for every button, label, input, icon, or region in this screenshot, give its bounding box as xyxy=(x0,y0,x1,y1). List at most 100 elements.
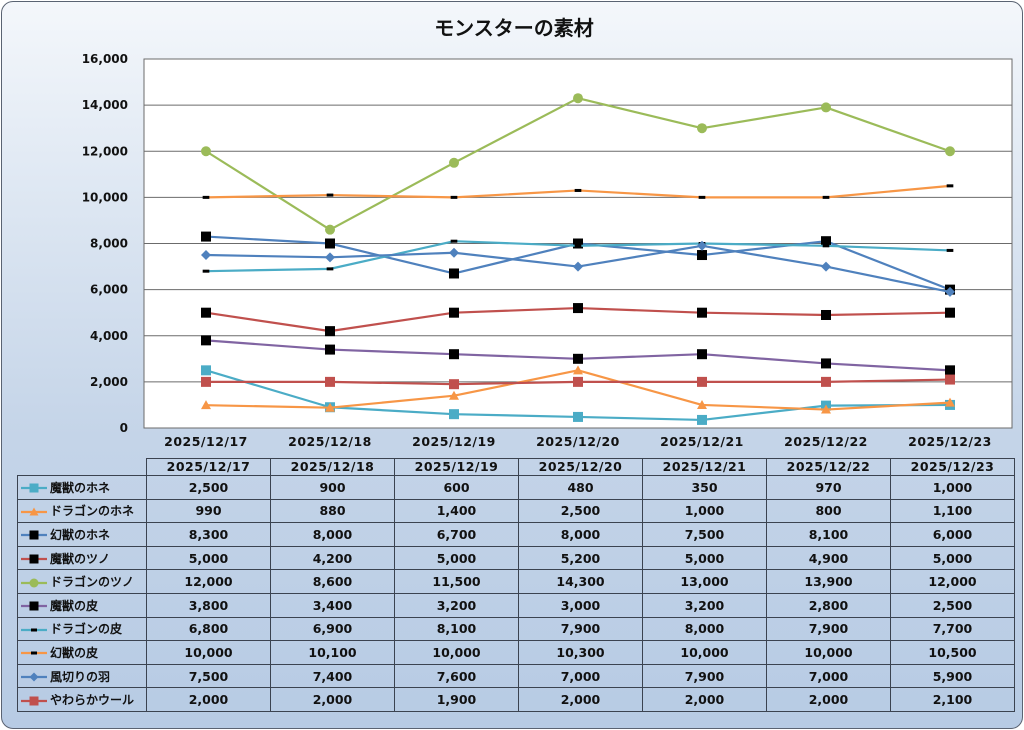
table-cell: 6,800 xyxy=(146,616,271,642)
marker-square xyxy=(573,238,583,249)
table-cell: 1,400 xyxy=(394,498,519,524)
table-row: 幻獣の皮 10,000 10,100 10,000 10,300 10,000 10,000… xyxy=(17,640,1015,665)
table-cell: 13,900 xyxy=(766,569,891,594)
marker-triangle xyxy=(945,397,955,407)
table-cell: 1,000 xyxy=(890,475,1015,500)
y-axis: 0 2,000 4,000 6,000 8,000 10,000 12,000 14,000 1… xyxy=(82,52,128,435)
marker-square xyxy=(449,379,459,390)
series-line xyxy=(202,184,954,199)
table-cell: 12,000 xyxy=(890,569,1015,594)
marker-dash xyxy=(698,195,706,199)
table-row: ドラゴンのホネ 990 880 1,400 2,500 1,000 800 1,100 xyxy=(17,498,1015,524)
table-cell: 7,900 xyxy=(642,663,767,689)
marker-dash xyxy=(326,193,334,197)
table-cell: 1,100 xyxy=(890,498,1015,524)
series-name: ドラゴンのツノ xyxy=(50,575,135,590)
marker-dash xyxy=(31,628,37,632)
table-cell: 8,000 xyxy=(642,616,767,642)
table-cell: 7,500 xyxy=(146,663,271,689)
marker-square xyxy=(945,307,955,318)
legend-key-icon xyxy=(21,530,47,540)
table-column-header: 2025/12/19 xyxy=(394,458,519,476)
marker-dash xyxy=(822,195,830,199)
marker-triangle xyxy=(697,399,707,409)
table-cell: 12,000 xyxy=(146,569,271,594)
legend-key-icon xyxy=(21,483,47,493)
table-cell: 10,000 xyxy=(766,640,891,665)
marker-diamond xyxy=(201,250,211,261)
table-cell: 8,100 xyxy=(766,522,891,547)
series-layer xyxy=(201,93,955,425)
table-column-header: 2025/12/22 xyxy=(766,458,891,476)
table-column-header: 2025/12/20 xyxy=(518,458,643,476)
legend-key-cell: ドラゴンの皮 xyxy=(17,616,147,642)
table-cell: 3,800 xyxy=(146,592,271,618)
table-cell: 1,000 xyxy=(642,498,767,524)
table-cell: 7,900 xyxy=(766,616,891,642)
marker-dash xyxy=(202,195,210,199)
table-cell: 10,000 xyxy=(394,640,519,665)
table-cell: 880 xyxy=(270,498,395,524)
marker-square xyxy=(201,231,211,242)
marker-triangle xyxy=(201,400,211,410)
table-cell: 14,300 xyxy=(518,569,643,594)
table-cell: 1,900 xyxy=(394,687,519,712)
table-cell: 600 xyxy=(394,475,519,500)
table-cell: 2,500 xyxy=(146,475,271,500)
marker-dash xyxy=(450,239,458,243)
table-cell: 10,500 xyxy=(890,640,1015,665)
legend-key-icon xyxy=(21,507,47,516)
marker-circle xyxy=(697,123,707,134)
table-cell: 7,900 xyxy=(518,616,643,642)
series-name: 魔獣のホネ xyxy=(50,480,111,495)
table-cell: 350 xyxy=(642,475,767,500)
table-cell: 2,000 xyxy=(146,687,271,712)
table-cell: 6,000 xyxy=(890,522,1015,547)
gridlines xyxy=(144,104,1012,383)
x-tick-label: 2025/12/18 xyxy=(288,434,372,449)
marker-square xyxy=(573,376,583,387)
data-table: 2025/12/17 2025/12/18 2025/12/19 2025/12/20… xyxy=(17,458,1015,712)
marker-square xyxy=(821,358,831,369)
marker-square xyxy=(945,365,955,376)
legend-key-icon xyxy=(21,651,47,655)
table-cell: 4,900 xyxy=(766,545,891,571)
table-cell: 2,000 xyxy=(270,687,395,712)
table-row: ドラゴンの皮 6,800 6,900 8,100 7,900 8,000 7,900 7,70… xyxy=(17,616,1015,642)
table-cell: 3,400 xyxy=(270,592,395,618)
table-cell: 5,200 xyxy=(518,545,643,571)
x-tick-label: 2025/12/17 xyxy=(164,434,248,449)
table-cell: 8,000 xyxy=(270,522,395,547)
table-cell: 7,700 xyxy=(890,616,1015,642)
marker-square xyxy=(29,696,39,706)
marker-dash xyxy=(450,195,458,199)
legend-key-cell: 幻獣の皮 xyxy=(17,640,147,665)
series-name: やわらかウール xyxy=(50,693,135,708)
marker-circle xyxy=(573,93,583,104)
table-cell: 480 xyxy=(518,475,643,500)
legend-key-cell: やわらかウール xyxy=(17,687,147,712)
y-tick-label: 10,000 xyxy=(82,190,128,204)
series-line xyxy=(201,240,955,297)
table-column-header: 2025/12/17 xyxy=(146,458,271,476)
legend-key-cell: ドラゴンのツノ xyxy=(17,569,147,594)
marker-square xyxy=(945,374,955,385)
marker-circle xyxy=(201,146,211,157)
marker-dash xyxy=(202,269,210,273)
marker-triangle xyxy=(29,507,39,516)
legend-key-cell: 風切りの羽 xyxy=(17,663,147,689)
table-cell: 2,000 xyxy=(518,687,643,712)
marker-dash xyxy=(822,244,830,248)
x-tick-label: 2025/12/19 xyxy=(412,434,496,449)
marker-square xyxy=(201,307,211,318)
table-cell: 10,000 xyxy=(642,640,767,665)
legend-key-cell: 魔獣のツノ xyxy=(17,545,147,571)
marker-diamond xyxy=(945,286,955,297)
marker-diamond xyxy=(29,672,39,682)
table-cell: 11,500 xyxy=(394,569,519,594)
marker-circle xyxy=(29,578,39,588)
table-column-header: 2025/12/21 xyxy=(642,458,767,476)
table-cell: 990 xyxy=(146,498,271,524)
table-cell: 7,600 xyxy=(394,663,519,689)
